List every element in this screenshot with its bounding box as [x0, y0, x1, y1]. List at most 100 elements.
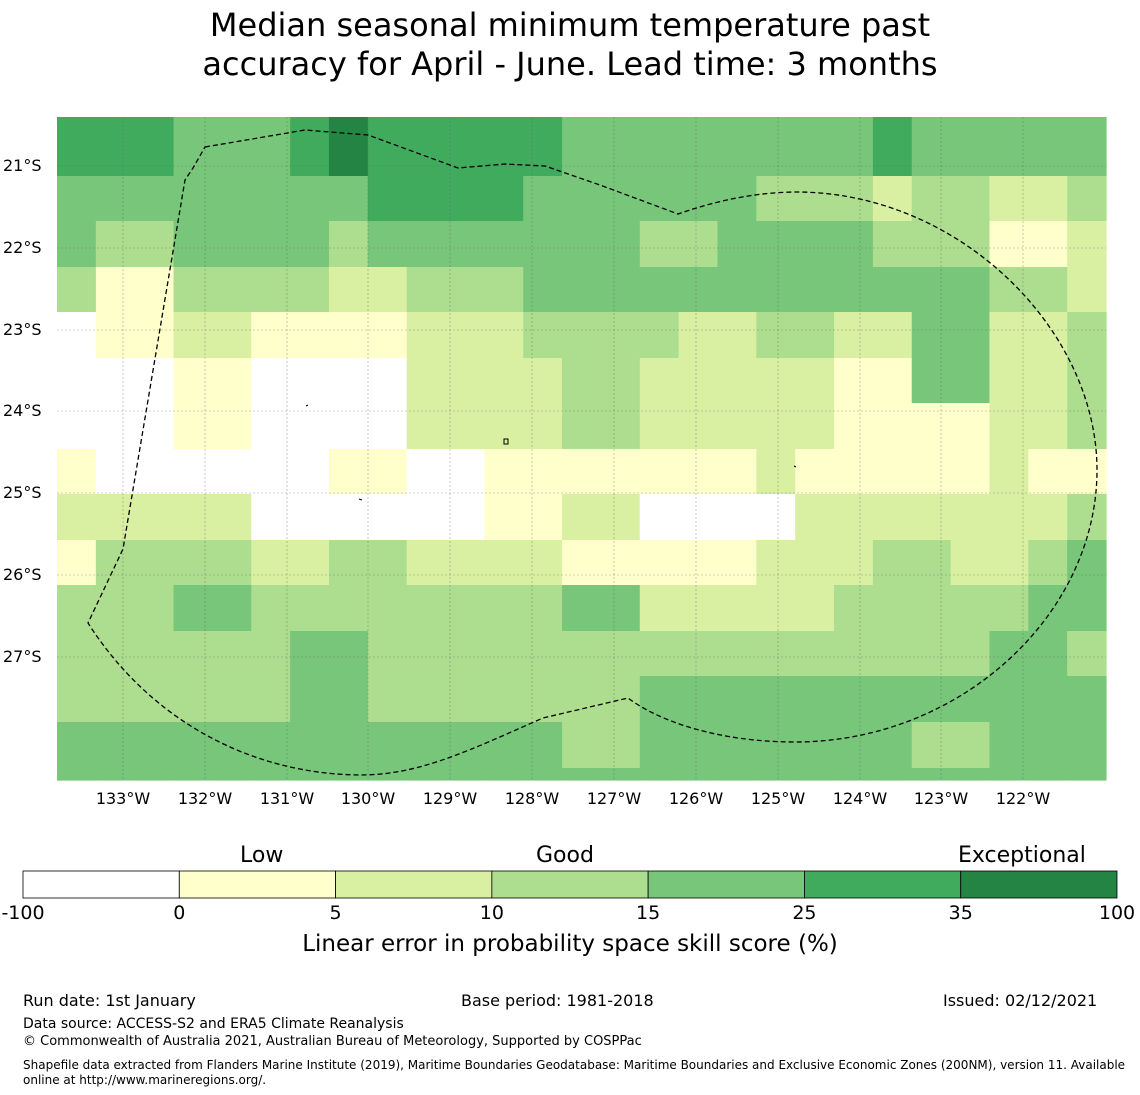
grid-cell: [57, 676, 97, 723]
grid-cell: [562, 722, 602, 769]
grid-cell: [406, 312, 447, 359]
grid-cell: [406, 358, 447, 404]
grid-cell: [406, 722, 447, 769]
grid-cell: [756, 267, 796, 313]
grid-cell: [678, 768, 719, 781]
grid-cell: [523, 585, 563, 632]
grid-cell: [251, 494, 291, 541]
grid-cell: [562, 540, 602, 586]
grid-cell: [173, 631, 214, 677]
grid-cell: [911, 494, 952, 541]
grid-cell: [523, 631, 563, 677]
grid-cell: [1028, 358, 1068, 404]
grid-cell: [717, 585, 757, 632]
grid-cell: [328, 267, 369, 313]
grid-cell: [678, 540, 719, 586]
grid-cell: [600, 768, 641, 781]
grid-cell: [872, 449, 913, 495]
grid-cell: [445, 540, 485, 586]
grid-cell: [173, 449, 214, 495]
grid-cell: [484, 494, 524, 541]
grid-cell: [600, 722, 641, 769]
grid-cell: [989, 449, 1029, 495]
longitude-label: 125°W: [750, 789, 806, 808]
grid-cell: [834, 722, 874, 769]
grid-cell: [406, 449, 447, 495]
grid-cell: [717, 403, 757, 450]
grid-cell: [834, 540, 874, 586]
grid-cell: [523, 540, 563, 586]
grid-cell: [950, 267, 991, 313]
grid-cell: [795, 358, 835, 404]
grid-cell: [1028, 768, 1068, 781]
grid-cell: [484, 117, 524, 131]
grid-cell: [406, 676, 447, 723]
grid-cell: [834, 358, 874, 404]
grid-cell: [173, 722, 214, 769]
grid-cell: [95, 267, 136, 313]
grid-cell: [600, 540, 641, 586]
grid-cell: [872, 722, 913, 769]
grid-cell: [717, 722, 757, 769]
eez-boundary: [87, 129, 1098, 776]
grid-cell: [989, 130, 1029, 177]
grid-cell: [950, 494, 991, 541]
grid-cell: [95, 540, 136, 586]
grid-cell: [328, 117, 369, 131]
grid-cell: [57, 130, 97, 177]
grid-cell: [134, 358, 175, 404]
grid-cell: [911, 540, 952, 586]
grid-cell: [756, 631, 796, 677]
grid-cell: [562, 494, 602, 541]
grid-cell: [717, 312, 757, 359]
grid-cell: [484, 358, 524, 404]
grid-cell: [212, 449, 252, 495]
grid-cell: [562, 449, 602, 495]
grid-cell: [290, 722, 330, 769]
grid-cell: [290, 768, 330, 781]
grid-cell: [950, 768, 991, 781]
category-low: Low: [240, 843, 284, 868]
grid-cell: [950, 631, 991, 677]
grid-cell: [367, 176, 408, 222]
grid-cell: [173, 494, 214, 541]
grid-cell: [484, 585, 524, 632]
grid-cell: [484, 768, 524, 781]
issued-date: Issued: 02/12/2021: [943, 991, 1098, 1010]
longitude-label: 131°W: [259, 789, 315, 808]
grid-cell: [523, 358, 563, 404]
grid-cell: [1067, 403, 1107, 450]
colorbar-segment: [491, 870, 649, 899]
grid-cell: [1067, 722, 1107, 769]
grid-cell: [523, 221, 563, 268]
grid-cell: [872, 676, 913, 723]
grid-cell: [678, 176, 719, 222]
grid-cell: [911, 221, 952, 268]
grid-cell: [639, 312, 680, 359]
grid-cell: [562, 768, 602, 781]
grid-cell: [600, 676, 641, 723]
grid-cell: [212, 494, 252, 541]
grid-cell: [367, 585, 408, 632]
grid-cell: [290, 176, 330, 222]
grid-cell: [445, 768, 485, 781]
grid-cell: [911, 117, 952, 131]
grid-cell: [717, 768, 757, 781]
grid-cell: [717, 449, 757, 495]
grid-cell: [290, 267, 330, 313]
grid-cell: [523, 267, 563, 313]
grid-cell: [1028, 676, 1068, 723]
grid-cell: [95, 117, 136, 131]
grid-cell: [795, 221, 835, 268]
grid-cell: [328, 631, 369, 677]
grid-cell: [756, 312, 796, 359]
grid-cell: [989, 221, 1029, 268]
grid-cell: [1028, 267, 1068, 313]
category-exceptional: Exceptional: [958, 843, 1086, 868]
grid-cell: [57, 722, 97, 769]
grid-cell: [95, 631, 136, 677]
colorbar-segment: [804, 870, 962, 899]
latitude-label: 23°S: [3, 320, 42, 339]
grid-cell: [1067, 449, 1107, 495]
